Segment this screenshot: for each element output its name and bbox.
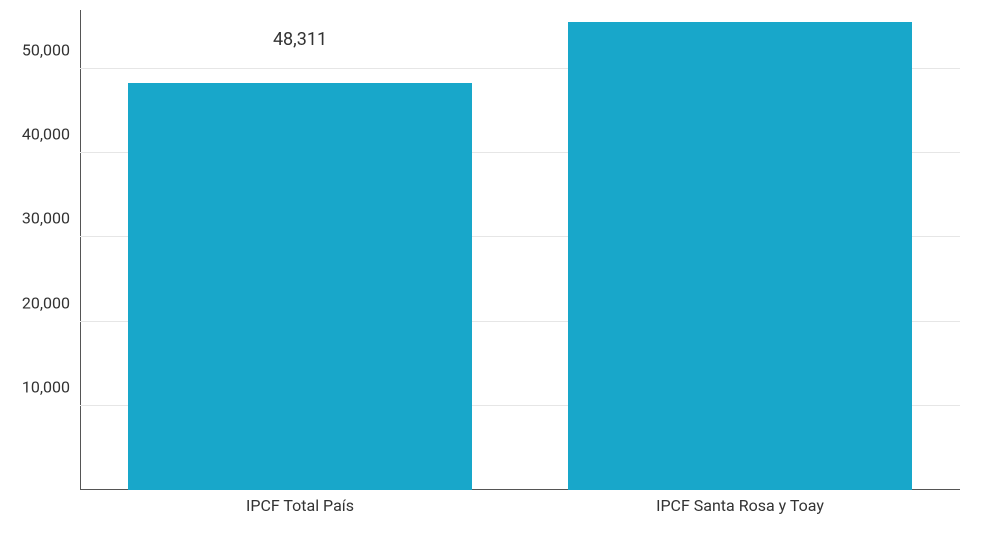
y-tick-label: 50,000 xyxy=(10,40,70,59)
y-tick-label: 40,000 xyxy=(10,125,70,144)
y-axis-line xyxy=(80,10,81,490)
y-tick-label: 10,000 xyxy=(10,377,70,396)
bar xyxy=(128,83,471,490)
plot-area: 10,00020,00030,00040,00050,00048,31155,5… xyxy=(80,10,960,490)
x-tick-label: IPCF Santa Rosa y Toay xyxy=(520,496,960,515)
bar-chart: 10,00020,00030,00040,00050,00048,31155,5… xyxy=(0,0,982,545)
bar-value-label: 48,311 xyxy=(80,29,520,56)
y-tick-label: 30,000 xyxy=(10,209,70,228)
y-tick-label: 20,000 xyxy=(10,293,70,312)
bar xyxy=(568,22,911,490)
x-tick-label: IPCF Total País xyxy=(80,496,520,515)
